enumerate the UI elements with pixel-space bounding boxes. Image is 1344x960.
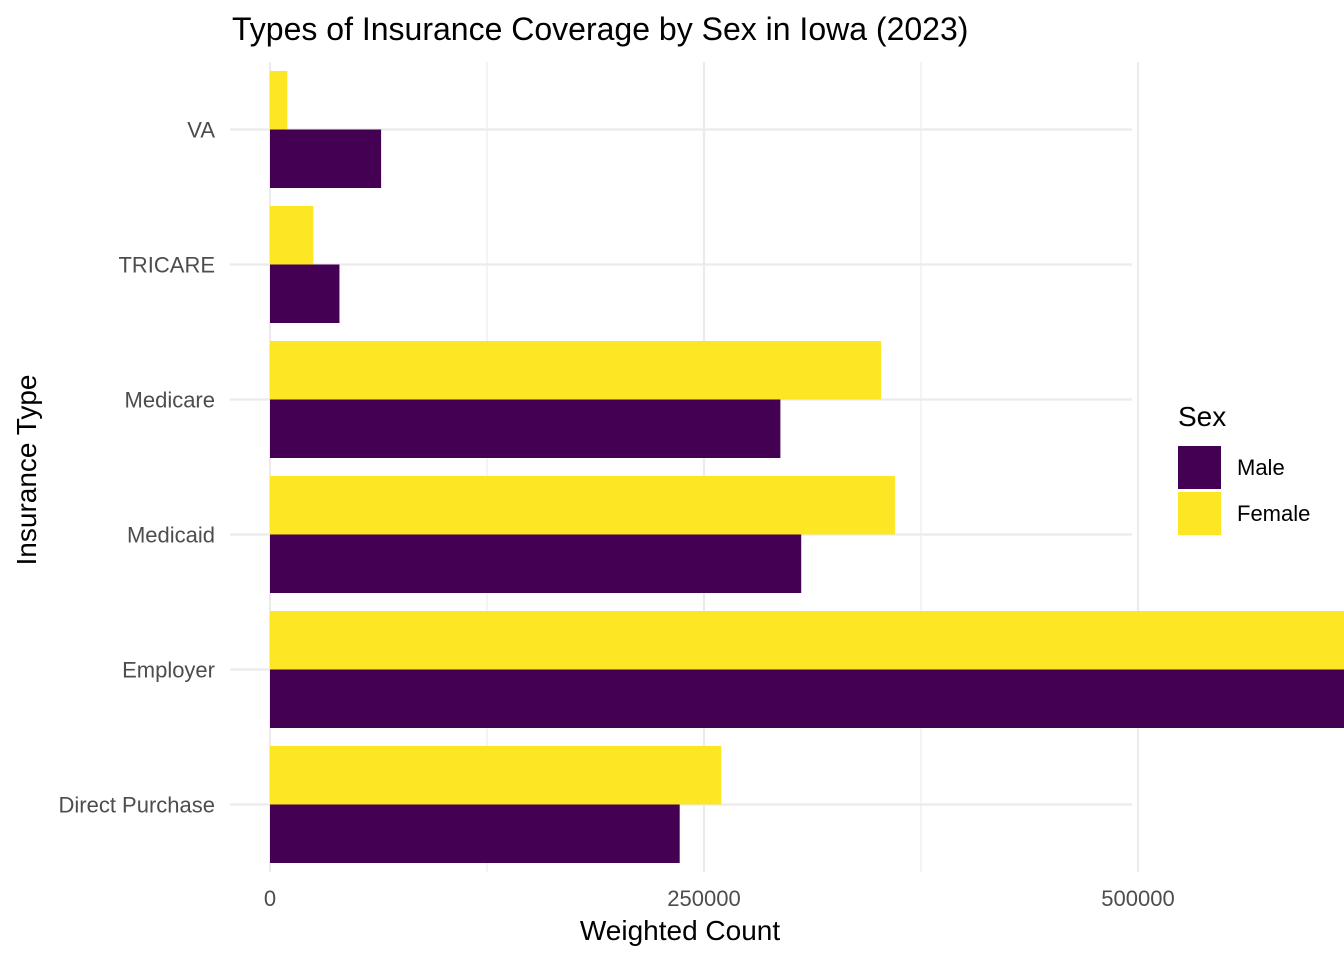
y-axis-title: Insurance Type <box>11 375 42 566</box>
legend-label-female: Female <box>1237 501 1310 526</box>
y-tick-label: Direct Purchase <box>58 793 215 818</box>
y-tick-label: VA <box>187 118 215 143</box>
y-axis-tick-labels: Direct Purchase Employer Medicaid Medicare T… <box>58 118 215 818</box>
y-tick-label: Employer <box>122 658 215 683</box>
bar-female <box>270 476 895 535</box>
x-axis-title: Weighted Count <box>580 915 781 946</box>
bar-male <box>270 669 1344 728</box>
bar-female <box>270 206 314 265</box>
bars <box>270 71 1344 863</box>
legend-key-male <box>1178 446 1221 489</box>
x-tick-label: 250000 <box>667 886 740 911</box>
legend-key-female <box>1178 492 1221 535</box>
bar-female <box>270 341 882 400</box>
y-tick-label: TRICARE <box>118 253 215 278</box>
bar-male <box>270 534 802 593</box>
bar-male <box>270 129 382 188</box>
legend-label-male: Male <box>1237 455 1285 480</box>
x-tick-label: 0 <box>264 886 276 911</box>
y-tick-label: Medicaid <box>127 523 215 548</box>
legend-title: Sex <box>1178 401 1226 432</box>
bar-male <box>270 264 340 323</box>
bar-male <box>270 399 781 458</box>
x-tick-label: 500000 <box>1101 886 1174 911</box>
bar-female <box>270 71 288 130</box>
bar-male <box>270 804 680 863</box>
bar-female <box>270 611 1344 670</box>
chart-title: Types of Insurance Coverage by Sex in Io… <box>232 11 968 47</box>
y-tick-label: Medicare <box>125 388 215 413</box>
x-axis-tick-labels: 0250000500000750000 <box>264 886 1175 911</box>
bar-female <box>270 746 722 805</box>
legend: Sex Male Female <box>1178 401 1310 535</box>
